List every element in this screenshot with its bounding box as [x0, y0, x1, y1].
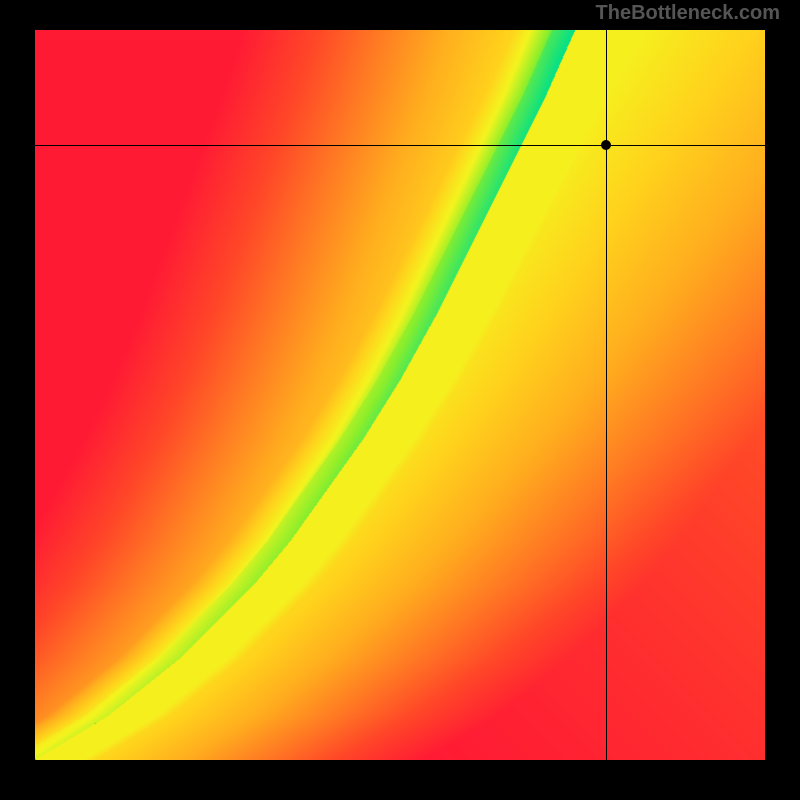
crosshair-marker	[601, 140, 611, 150]
crosshair-horizontal	[35, 145, 765, 146]
heatmap-canvas	[35, 30, 765, 760]
chart-container: TheBottleneck.com	[0, 0, 800, 800]
watermark-text: TheBottleneck.com	[596, 2, 780, 25]
plot-area	[35, 30, 765, 760]
